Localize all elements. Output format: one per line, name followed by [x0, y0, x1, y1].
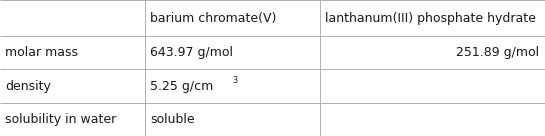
- Text: molar mass: molar mass: [5, 46, 78, 59]
- Text: soluble: soluble: [150, 113, 195, 126]
- Text: barium chromate(V): barium chromate(V): [150, 12, 277, 24]
- Text: lanthanum(III) phosphate hydrate: lanthanum(III) phosphate hydrate: [325, 12, 536, 24]
- Text: solubility in water: solubility in water: [5, 113, 117, 126]
- Text: 251.89 g/mol: 251.89 g/mol: [456, 46, 540, 59]
- Text: 643.97 g/mol: 643.97 g/mol: [150, 46, 233, 59]
- Text: density: density: [5, 80, 51, 92]
- Text: 3: 3: [232, 75, 237, 84]
- Text: 5.25 g/cm: 5.25 g/cm: [150, 80, 214, 92]
